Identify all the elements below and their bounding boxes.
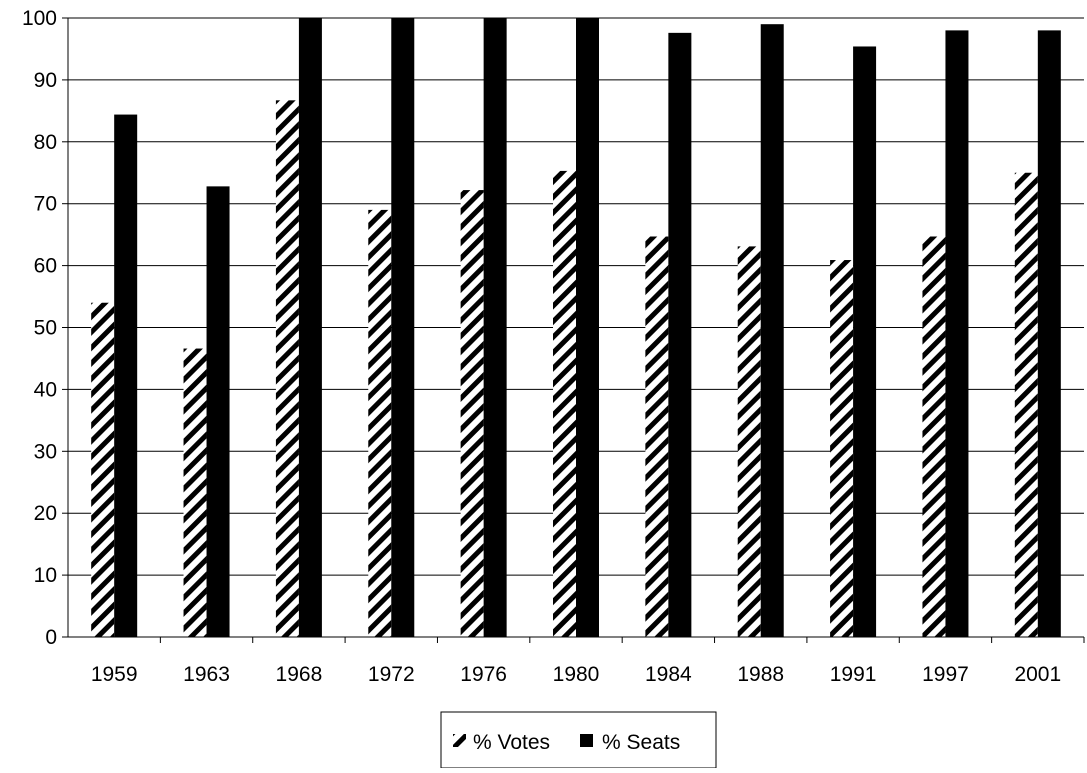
y-tick-label: 30: [34, 440, 57, 463]
y-tick-label: 80: [34, 131, 57, 154]
bar-votes: [645, 236, 669, 637]
legend-swatch: [580, 734, 593, 747]
legend-label: % Seats: [602, 731, 680, 754]
x-tick-label: 2001: [1014, 663, 1061, 686]
bar-seats: [668, 32, 692, 637]
axes: 0 10 20 30 40 50 60 70 80 90 100 1959 1963 1968 1972 19…: [22, 7, 1085, 686]
x-tick-label: 1984: [645, 663, 692, 686]
bar-votes: [737, 246, 761, 637]
bar-votes: [922, 236, 946, 637]
legend-swatch: [453, 734, 466, 747]
bar-seats: [114, 114, 138, 637]
y-tick-label: 20: [34, 502, 57, 525]
x-tick-label: 1963: [183, 663, 230, 686]
bar-seats: [945, 30, 969, 637]
bar-seats: [391, 18, 415, 637]
bar-votes: [91, 302, 115, 637]
bar-votes: [368, 209, 392, 637]
x-tick-label: 1972: [368, 663, 415, 686]
y-tick-label: 50: [34, 317, 57, 340]
x-tick-label: 1959: [91, 663, 138, 686]
bar-votes: [553, 170, 576, 637]
bar-seats: [576, 18, 599, 637]
bar-seats: [1037, 30, 1061, 637]
bars: [91, 18, 1061, 638]
y-tick-label: 60: [34, 255, 57, 278]
y-tick-label: 0: [45, 626, 57, 649]
legend-label: % Votes: [473, 731, 550, 754]
bar-seats: [853, 46, 877, 637]
x-tick-label: 1997: [922, 663, 969, 686]
legend-box: [440, 711, 717, 769]
x-tick-label: 1980: [553, 663, 600, 686]
x-tick-label: 1991: [830, 663, 877, 686]
bar-seats: [483, 18, 507, 637]
y-tick-label: 90: [34, 69, 57, 92]
y-tick-label: 70: [34, 193, 57, 216]
x-tick-label: 1988: [737, 663, 784, 686]
legend: % Votes % Seats: [440, 711, 717, 769]
y-tick-label: 10: [34, 564, 57, 587]
bar-seats: [760, 24, 784, 637]
bar-votes: [275, 100, 299, 637]
bar-votes: [183, 348, 207, 637]
bar-seats: [298, 18, 322, 637]
bar-votes: [460, 190, 484, 637]
bar-votes: [1014, 172, 1038, 637]
bar-votes: [830, 260, 854, 637]
x-tick-label: 1968: [276, 663, 323, 686]
y-tick-label: 100: [22, 7, 57, 30]
x-tick-label: 1976: [460, 663, 507, 686]
y-tick-label: 40: [34, 378, 57, 401]
bar-seats: [206, 186, 230, 638]
